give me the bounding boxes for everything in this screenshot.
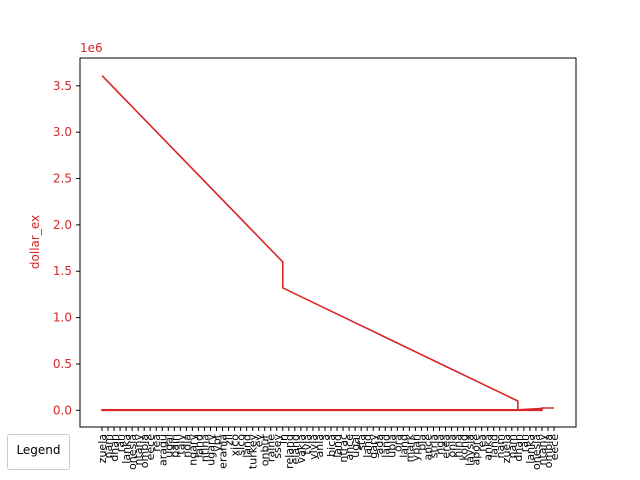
x-tick-label: land [488, 434, 501, 458]
x-tick-label: land [361, 434, 374, 458]
x-tick-label: xico [229, 434, 242, 457]
x-tick-label: dhan [512, 434, 525, 462]
x-axis: zuelanamdhanranlankaonesiantanyombiaeece… [96, 427, 561, 470]
x-tick-label: nam [102, 434, 115, 458]
x-tick-label: ombia [542, 434, 555, 468]
x-tick-label: eland [289, 434, 302, 465]
x-tick-label: onia [446, 434, 459, 458]
x-tick-label: ylvia [307, 434, 320, 460]
x-tick-label: sta [355, 434, 368, 451]
x-tick-label: anka [482, 434, 495, 461]
x-tick-label: ugary [204, 434, 217, 466]
y-tick-label: 1.5 [53, 264, 72, 278]
x-tick-label: ypan [409, 434, 422, 461]
x-tick-label: pain [168, 434, 181, 458]
y-tick-label: 3.5 [53, 79, 72, 93]
x-tick-label: land [379, 434, 392, 458]
plot-area [79, 57, 577, 428]
x-tick-label: ania [313, 434, 326, 458]
legend-title: Legend [16, 443, 61, 457]
x-tick-label: ubla [385, 434, 398, 458]
x-tick-label: hina [452, 434, 465, 458]
x-tick-label: onbur [259, 434, 272, 467]
x-tick-label: ey [253, 434, 266, 448]
x-tick-label: laysia [464, 434, 477, 466]
series-line [101, 75, 554, 412]
x-tick-label: ngary [186, 434, 199, 466]
x-tick-label: eece [144, 434, 157, 461]
x-tick-label: mark [403, 433, 416, 462]
y-tick-label: 2.5 [53, 172, 72, 186]
x-tick-label: rea [476, 434, 489, 452]
x-tick-label: ntina [198, 434, 211, 462]
y-tick-label: 0.0 [53, 403, 72, 417]
x-tick-label: in [277, 434, 290, 444]
series-lines [101, 75, 554, 412]
x-tick-label: ntrac [337, 434, 350, 463]
x-tick-label: bia [415, 434, 428, 451]
x-tick-label: land [397, 434, 410, 458]
x-tick-label: ntany [536, 434, 549, 466]
x-tick-label: nam [494, 434, 507, 458]
x-tick-label: zil [223, 434, 236, 446]
x-tick-label: ran [518, 434, 531, 452]
x-tick-label: land [241, 434, 254, 458]
x-tick-label: sico [235, 434, 248, 456]
x-tick-label: ombia [138, 434, 151, 468]
x-tick-label: kong [458, 434, 471, 461]
x-tick-label: bica [325, 434, 338, 457]
x-tick-label: stria [427, 434, 440, 458]
x-tick-label: nam [506, 434, 519, 458]
x-tick-label: lanka [120, 434, 133, 464]
y-tick-label: 3.0 [53, 125, 72, 139]
x-tick-label: zuela [500, 434, 513, 463]
y-axis-label: dollar_ex [28, 215, 42, 269]
x-tick-label: ndia [180, 434, 193, 458]
y-tick-label: 1.0 [53, 311, 72, 325]
x-tick-label: ora [391, 434, 404, 452]
x-tick-label: land [192, 434, 205, 458]
x-tick-label: aragu [156, 434, 169, 466]
x-tick-label: tvia [301, 434, 314, 455]
x-tick-label: land [331, 434, 344, 458]
x-tick-label: erania [217, 434, 230, 469]
x-tick-label: reland [283, 434, 296, 469]
y-axis: 0.0 0.5 1.0 1.5 2.0 2.5 3.0 3.5 [53, 79, 80, 417]
x-tick-label: raine [265, 434, 278, 462]
legend: Legend [7, 434, 70, 470]
x-tick-label: ance [343, 434, 356, 461]
x-tick-label: lanka [524, 434, 537, 464]
x-tick-label: ugal [162, 434, 175, 458]
x-tick-label: rea [150, 434, 163, 452]
x-tick-label: ance [421, 434, 434, 461]
x-tick-label: dhan [108, 434, 121, 462]
x-tick-label: gary [367, 434, 380, 459]
x-tick-label: onesia [530, 434, 543, 470]
y-tick-label: 0.5 [53, 357, 72, 371]
x-tick-label: erea [440, 434, 453, 459]
x-tick-label: turkey [247, 434, 260, 470]
x-tick-label: a [319, 434, 332, 441]
x-tick-label: onesia [126, 434, 139, 470]
x-tick-label: apore [470, 434, 483, 466]
x-tick-label: ntany [132, 434, 145, 466]
x-tick-label: ssey [271, 434, 284, 459]
x-tick-label: vakia [295, 434, 308, 463]
x-tick-label: zuela [96, 434, 109, 463]
x-tick-label: ypt [211, 433, 224, 451]
y-multiplier: 1e6 [80, 41, 103, 55]
x-tick-label: ada [373, 434, 386, 454]
x-tick-label: ran [114, 434, 127, 452]
x-tick-label: nga [433, 434, 446, 455]
x-tick-label: taly [174, 434, 187, 455]
y-tick-label: 2.0 [53, 218, 72, 232]
x-tick-label: ugal [349, 434, 362, 458]
x-tick-label: eece [548, 434, 561, 461]
